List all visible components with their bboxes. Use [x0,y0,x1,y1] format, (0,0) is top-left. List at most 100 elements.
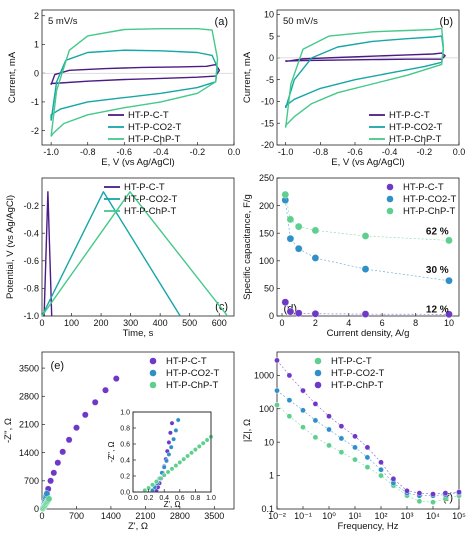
series-chp-point [361,232,370,240]
series-chp-point [286,215,295,224]
legend-entry-c: HT-P-ChP-T [331,380,383,391]
y-tick-label: 0 [34,504,39,514]
series-c-point [73,424,80,432]
scan-rate-annotation: 50 mV/s [283,16,318,27]
x-tick-label: 10⁴ [426,511,440,521]
series-c-point [326,413,332,420]
panel-f-data [274,357,462,506]
x-axis-label: Z', Ω [128,521,148,532]
y-tick-label: -0.6 [23,256,39,266]
legend-entry-c: HT-P-C-T [124,182,165,193]
y-tick-label: 0 [269,53,274,63]
x-tick-label: -0.6 [117,147,133,157]
series-co2-point [312,417,319,424]
inset-series-chp-point [177,459,183,465]
series-c-point [59,448,67,456]
series-chp-point [326,442,332,449]
y-axis-label: Current, mA [7,51,18,103]
series-chp-point [286,413,293,420]
series-chp-line [276,404,460,503]
y-tick-label: -2 [31,126,39,136]
x-tick-label: 0.0 [228,147,241,157]
panel-e-axes: 0 700 1400 2100 2800 3500 0 700 1400 2100 2800 3500… [3,351,235,532]
x-axis-label: Current density, A/g [327,328,410,339]
x-tick-label: -0.8 [80,147,96,157]
legend-entry-chp: HT-P-ChP-T [124,206,176,217]
series-co2-line [276,390,460,496]
x-tick-label: -0.6 [347,147,363,157]
panel-label: (e) [51,360,64,372]
series-co2-point [300,407,306,414]
series-c-line [43,191,53,317]
x-tick-label: 100 [64,318,79,328]
y-tick-label: 10 [264,10,274,20]
inset-series-chp-point [185,453,191,459]
y-axis-label: Potential, V (vs Ag/AgCl) [5,195,16,299]
series-chp-point [311,226,320,235]
legend-entry-co2: HT-P-CO2-T [403,194,457,205]
inset-series-co2-point [171,436,177,442]
inset-series-chp-point [204,437,210,443]
legend-marker [314,369,322,377]
y-tick-label: -5 [266,75,274,85]
x-tick-label: 8 [413,318,418,328]
panel-d-legend: HT-P-C-THT-P-CO2-THT-P-ChP-T [386,182,457,217]
series-c-line [50,63,221,85]
x-tick-label: -0.2 [417,147,433,157]
panel-label: (a) [215,16,228,28]
panel-e-inset-axes: 0.0 0.2 0.4 0.6 0.8 1.0 0.0 0.2 0.4 0.6 0.8 1.0 Z', … [107,409,216,509]
x-axis-label: E, V (vs Ag/AgCl) [331,157,404,168]
inset-series-chp-point [169,466,175,472]
panel-f-axes: 10⁻² 10⁻¹ 10⁰ 10¹ 10² 10³ 10⁴ 10⁵ 0.1 1 10 100 1000 F… [242,351,466,532]
y-axis-label: -Z'', Ω [3,418,14,443]
series-chp-point [338,449,345,456]
panel-c-legend: HT-P-C-THT-P-CO2-THT-P-ChP-T [104,182,178,217]
inset-series-c-point [167,430,173,436]
legend-entry-chp: HT-P-ChP-T [403,206,455,217]
y-tick-label: 250 [259,173,274,183]
series-c-point [442,490,449,496]
series-chp-point [312,434,319,441]
series-c-point [65,436,73,444]
series-c-point [286,307,295,316]
x-tick-label: 1400 [101,511,121,521]
series-chp-point [294,222,303,231]
x-tick-label: 0.0 [453,147,466,157]
series-chp-line [285,194,450,241]
x-tick-label: 0.2 [144,495,154,502]
x-tick-label: 0.6 [175,495,185,502]
x-axis-label: Time, s [123,328,154,339]
series-c-point [378,459,384,466]
series-chp-point [281,190,290,199]
legend-marker [149,357,157,365]
inset-series-chp-point [196,443,202,449]
series-c-point [112,375,120,382]
inset-series-chp-point [161,472,167,478]
inset-series-co2-point [161,464,167,470]
legend-entry-co2: HT-P-CO2-T [128,122,182,133]
x-tick-label: -1.0 [43,147,59,157]
series-co2-point [338,435,345,442]
series-c-point [338,423,345,430]
series-chp-point [430,499,436,506]
x-tick-label: 600 [212,318,227,328]
panel-e-inset-frame [132,411,212,493]
y-tick-label: 0.2 [120,473,130,480]
y-tick-label: 0 [269,311,274,321]
series-c-point [430,491,436,497]
series-c-point [352,433,358,440]
y-tick-label: 1 [34,40,39,50]
series-chp-point [45,495,53,503]
x-tick-label: 4 [346,318,351,328]
y-axis-label: |Z|, Ω [242,419,253,442]
series-c-point [312,401,319,407]
y-tick-label: 1.0 [120,409,130,416]
panel-a-legend: HT-P-C-THT-P-CO2-THT-P-ChP-T [108,110,182,145]
x-tick-label: 10⁻² [268,511,286,521]
legend-marker [314,381,322,389]
series-c-point [361,310,370,318]
x-tick-label: 0.4 [159,495,169,502]
series-chp-point [300,424,306,431]
series-chp-point [378,472,384,479]
series-c-point [91,398,99,406]
